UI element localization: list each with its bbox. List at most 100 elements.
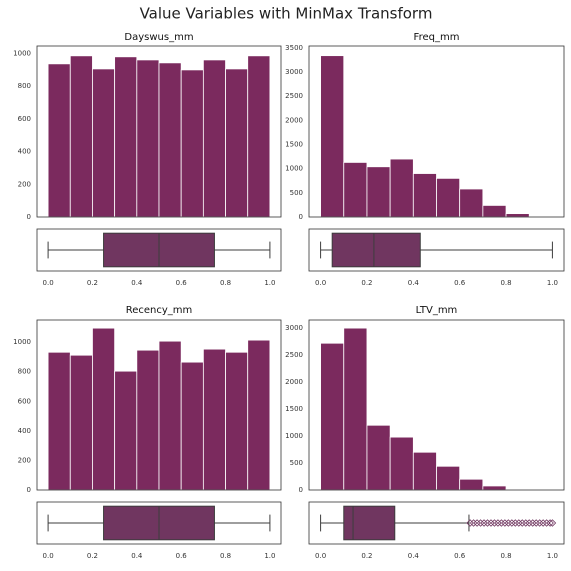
histogram-bar (202, 348, 226, 491)
y-tick-label: 1000 (13, 49, 31, 57)
y-tick-label: 3500 (285, 44, 303, 52)
x-tick-label: 0.8 (220, 279, 231, 287)
histogram-bar (114, 56, 138, 218)
histogram-bar (366, 424, 391, 491)
axes-frame (308, 45, 565, 218)
histogram-bar (389, 436, 414, 491)
x-tick-label: 1.0 (264, 552, 275, 560)
y-tick-label: 800 (18, 368, 31, 376)
histogram-bar (92, 68, 116, 218)
histogram-bar (320, 342, 345, 491)
y-tick-label: 3000 (285, 68, 303, 76)
histogram-bar (320, 55, 345, 218)
x-tick-label: 1.0 (264, 279, 275, 287)
axes-frame (36, 501, 282, 545)
histogram-bar (412, 173, 437, 218)
axes-frame (308, 319, 565, 491)
y-tick-label: 1000 (285, 432, 303, 440)
y-tick-label: 1000 (285, 165, 303, 173)
panel-title: Recency_mm (126, 305, 193, 316)
outlier (546, 519, 554, 527)
axes-frame (308, 228, 565, 272)
histogram-bar (69, 354, 93, 491)
outlier (542, 519, 551, 527)
histogram-bar (343, 162, 368, 218)
y-tick-label: 2000 (285, 116, 303, 124)
y-tick-label: 1500 (285, 141, 303, 149)
x-tick-label: 0.2 (361, 279, 372, 287)
axes-frame (36, 45, 282, 218)
y-tick-label: 2500 (285, 351, 303, 359)
histogram-bar (343, 327, 368, 491)
x-tick-label: 0.4 (131, 552, 143, 560)
x-tick-label: 0.0 (315, 552, 326, 560)
x-tick-label: 0.2 (87, 279, 98, 287)
histogram-bar (505, 213, 530, 218)
y-tick-label: 500 (290, 189, 303, 197)
box (343, 505, 396, 541)
y-tick-label: 500 (290, 459, 303, 467)
panel-title: Freq_mm (414, 32, 460, 43)
histogram-bar (158, 340, 182, 491)
histogram-bar (459, 188, 484, 218)
x-tick-label: 0.6 (176, 552, 188, 560)
y-tick-label: 0 (27, 213, 31, 221)
x-tick-label: 0.8 (500, 552, 511, 560)
axes-frame (36, 228, 282, 272)
histogram-bar (158, 62, 182, 218)
x-tick-label: 0.6 (176, 279, 188, 287)
box (331, 232, 421, 268)
histogram-bar (459, 478, 484, 491)
x-tick-label: 0.4 (408, 279, 420, 287)
y-tick-label: 0 (299, 486, 303, 494)
histogram-bar (436, 465, 461, 491)
x-tick-label: 0.8 (220, 552, 231, 560)
histogram-bar (225, 351, 249, 491)
y-tick-label: 600 (18, 115, 31, 123)
histogram-bar (389, 158, 414, 218)
y-tick-label: 0 (299, 213, 303, 221)
x-tick-label: 0.0 (43, 279, 54, 287)
y-tick-label: 800 (18, 82, 31, 90)
x-tick-label: 1.0 (547, 279, 558, 287)
histogram-bar (92, 327, 116, 491)
outlier (548, 519, 557, 527)
histogram-bar (412, 451, 437, 491)
y-tick-label: 0 (27, 486, 31, 494)
figure-title: Value Variables with MinMax Transform (140, 5, 433, 23)
panel-title: LTV_mm (416, 305, 458, 316)
panel-title: Dayswus_mm (124, 32, 193, 43)
y-tick-label: 2000 (285, 378, 303, 386)
histogram-bar (436, 177, 461, 218)
histogram-bar (180, 69, 204, 218)
y-tick-label: 1500 (285, 405, 303, 413)
x-tick-label: 0.6 (454, 552, 466, 560)
histogram-bar (69, 55, 93, 218)
histogram-bar (366, 166, 391, 218)
x-tick-label: 0.0 (43, 552, 54, 560)
y-tick-label: 200 (18, 180, 31, 188)
histogram-bar (247, 339, 271, 491)
y-tick-label: 3000 (285, 324, 303, 332)
x-tick-label: 0.2 (361, 552, 372, 560)
histogram-bar (202, 59, 226, 218)
y-tick-label: 1000 (13, 338, 31, 346)
histogram-bar (180, 361, 204, 491)
x-tick-label: 0.4 (408, 552, 420, 560)
x-tick-label: 0.8 (500, 279, 511, 287)
histogram-bar (225, 68, 249, 218)
y-tick-label: 2500 (285, 92, 303, 100)
histogram-bar (136, 349, 160, 491)
axes-frame (308, 501, 565, 545)
y-tick-label: 400 (18, 427, 31, 435)
x-tick-label: 0.2 (87, 552, 98, 560)
x-tick-label: 1.0 (547, 552, 558, 560)
y-tick-label: 400 (18, 148, 31, 156)
histogram-bar (114, 370, 138, 491)
histogram-bar (482, 485, 507, 491)
histogram-bar (47, 351, 71, 491)
x-tick-label: 0.4 (131, 279, 143, 287)
x-tick-label: 0.0 (315, 279, 326, 287)
y-tick-label: 600 (18, 397, 31, 405)
